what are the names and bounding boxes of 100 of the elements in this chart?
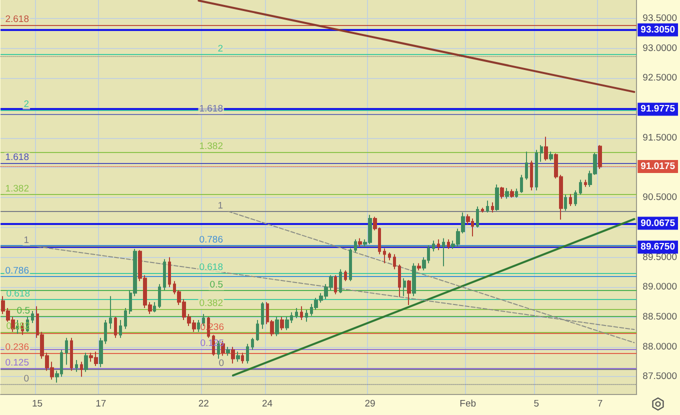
candlestick: [500, 186, 504, 200]
candlestick: [598, 144, 602, 170]
candlestick: [251, 337, 254, 350]
annotation: 0.382: [6, 320, 30, 332]
candlestick: [393, 254, 396, 270]
candlestick: [574, 190, 577, 206]
candlestick: [432, 240, 435, 252]
candlestick: [80, 361, 83, 378]
candlestick: [481, 207, 484, 214]
candlestick: [358, 238, 362, 248]
annotation: 2: [24, 98, 29, 110]
annotation: 2: [218, 43, 223, 54]
y-tick-label: 88.0000: [642, 341, 678, 352]
y-tick-label: 87.5000: [642, 371, 678, 382]
candlestick: [124, 308, 127, 330]
candlestick: [109, 296, 112, 330]
candlestick: [114, 316, 117, 338]
candlestick: [417, 262, 421, 271]
y-tick-label: 90.5000: [642, 192, 678, 204]
candlestick: [119, 319, 122, 338]
candlestick: [246, 343, 249, 364]
candlestick: [437, 238, 440, 251]
candlestick: [383, 248, 386, 264]
ref-line-label: 91.9775: [640, 104, 676, 115]
candlestick: [510, 188, 514, 198]
y-tick-label: 93.5000: [642, 13, 678, 24]
x-tick-label: 24: [262, 398, 273, 410]
candlestick: [491, 202, 494, 214]
x-tick-label: Feb: [460, 398, 476, 410]
x-tick-label: 7: [597, 398, 603, 410]
candlestick: [530, 160, 533, 191]
candlestick: [564, 194, 567, 212]
annotation: 1.618: [199, 104, 223, 115]
candlestick: [236, 351, 240, 362]
annotation: 0.5: [210, 280, 223, 291]
annotation: 1.618: [5, 152, 29, 163]
ref-line-label: 90.0675: [640, 218, 676, 229]
candlestick: [158, 284, 161, 309]
x-tick-label: 22: [198, 398, 209, 410]
candlestick: [197, 319, 200, 332]
x-tick-label: 17: [96, 398, 106, 410]
candlestick: [84, 352, 88, 372]
candlestick: [476, 206, 479, 228]
annotation: 1.382: [199, 141, 223, 152]
candlestick: [70, 337, 73, 372]
candlestick: [398, 264, 401, 298]
candlestick: [163, 258, 166, 291]
annotation: 1: [24, 234, 29, 246]
candlestick: [280, 316, 284, 331]
candlestick: [549, 151, 553, 162]
y-tick-label: 89.0000: [642, 282, 678, 293]
x-tick-label: 15: [32, 398, 43, 410]
ref-line-label: 93.3050: [640, 24, 676, 36]
candlestick: [231, 346, 235, 364]
candlestick: [300, 306, 303, 320]
annotation: 0.786: [5, 265, 29, 276]
annotation: 0.382: [199, 298, 223, 310]
y-tick-label: 89.5000: [642, 252, 678, 263]
candlestick: [407, 279, 411, 306]
candlestick: [354, 238, 357, 254]
y-tick-label: 93.0000: [642, 42, 678, 54]
candlestick: [403, 278, 406, 297]
annotation: 1: [218, 200, 223, 212]
y-tick-label: 92.5000: [642, 72, 678, 84]
annotation: 0.236: [5, 342, 29, 353]
candlestick: [535, 149, 538, 191]
candlestick: [442, 238, 445, 267]
annotation: 0.786: [199, 234, 223, 246]
candlestick: [285, 316, 289, 331]
candlestick: [261, 302, 264, 330]
candlestick: [579, 179, 582, 196]
annotation: 2.618: [5, 14, 29, 26]
candlestick: [295, 308, 298, 319]
candlestick: [65, 337, 68, 366]
annotation: 0.618: [6, 288, 30, 300]
candlestick: [339, 268, 342, 294]
candlestick: [344, 270, 347, 282]
candlestick: [540, 144, 543, 162]
candlestick: [241, 352, 244, 364]
candlestick: [515, 188, 518, 198]
candlestick: [525, 151, 528, 180]
candlestick: [275, 316, 279, 337]
candlestick: [447, 238, 450, 250]
annotation: 0: [218, 358, 224, 369]
candlestick: [569, 194, 572, 206]
annotation: 0: [24, 373, 29, 384]
candlestick: [305, 309, 308, 322]
candlestick: [520, 174, 523, 194]
candlestick: [495, 184, 499, 212]
ref-line-label: 91.0175: [640, 161, 676, 172]
annotation: 0.125: [5, 357, 29, 368]
candlestick: [584, 179, 587, 188]
x-tick-label: 5: [534, 398, 539, 410]
candlestick: [168, 256, 171, 288]
candlestick: [505, 188, 509, 200]
annotation: 1.382: [5, 184, 29, 195]
candlestick: [31, 310, 34, 324]
candlestick: [486, 200, 489, 214]
candlestick: [75, 359, 78, 372]
candlestick: [256, 319, 259, 342]
